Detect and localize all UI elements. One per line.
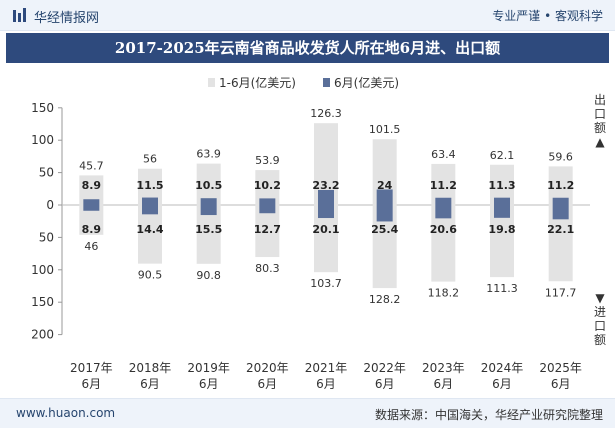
bar-june bbox=[83, 199, 100, 211]
label-export-june: 11.2 bbox=[547, 179, 574, 192]
footer-bar: www.huaon.com 数据来源：中国海关，华经产业研究院整理 bbox=[0, 398, 615, 428]
label-import-1-6: 118.2 bbox=[428, 287, 460, 300]
bar-june bbox=[318, 189, 334, 219]
x-tick-label: 2023年 bbox=[422, 361, 465, 375]
x-tick-label: 6月 bbox=[375, 377, 395, 391]
label-import-1-6: 90.8 bbox=[196, 269, 221, 282]
legend-label-1-6: 1-6月(亿美元) bbox=[219, 75, 296, 90]
label-export-june: 10.5 bbox=[195, 179, 222, 192]
title-bar: 2017-2025年云南省商品收发货人所在地6月进、出口额 bbox=[6, 33, 609, 63]
label-import-june: 20.6 bbox=[430, 223, 457, 236]
y-tick-label: 150 bbox=[31, 295, 54, 309]
x-tick-label: 2021年 bbox=[305, 361, 348, 375]
right-label-export: ▲ bbox=[595, 135, 605, 149]
legend-label-june: 6月(亿美元) bbox=[334, 75, 399, 90]
data-source: 数据来源：中国海关，华经产业研究院整理 bbox=[374, 408, 603, 422]
x-tick-label: 6月 bbox=[140, 377, 160, 391]
brand-name: 华经情报网 bbox=[34, 11, 100, 26]
x-tick-label: 6月 bbox=[199, 377, 219, 391]
label-import-1-6: 128.2 bbox=[369, 293, 401, 306]
label-import-june: 15.5 bbox=[195, 223, 222, 236]
right-label-import: 口 bbox=[594, 319, 606, 333]
y-tick-label: 200 bbox=[31, 328, 54, 342]
x-tick-label: 6月 bbox=[258, 377, 278, 391]
y-tick-label: 50 bbox=[39, 230, 54, 244]
label-import-1-6: 46 bbox=[84, 240, 98, 253]
bar-june bbox=[494, 197, 510, 218]
y-tick-label: 50 bbox=[39, 166, 54, 180]
tagline: 专业严谨 • 客观科学 bbox=[492, 9, 603, 23]
label-export-1-6: 53.9 bbox=[255, 154, 280, 167]
label-import-june: 8.9 bbox=[82, 223, 102, 236]
label-export-june: 23.2 bbox=[312, 179, 339, 192]
label-import-1-6: 117.7 bbox=[545, 286, 577, 299]
bar-1-6 bbox=[255, 170, 280, 258]
x-tick-label: 6月 bbox=[434, 377, 454, 391]
label-export-1-6: 59.6 bbox=[548, 150, 573, 163]
label-import-june: 12.7 bbox=[254, 223, 281, 236]
x-tick-label: 6月 bbox=[551, 377, 571, 391]
label-import-1-6: 111.3 bbox=[486, 282, 518, 295]
bar-june bbox=[552, 197, 569, 220]
legend-swatch-1-6 bbox=[208, 78, 215, 87]
x-tick-label: 2018年 bbox=[129, 361, 172, 375]
right-label-export: 出 bbox=[594, 93, 606, 107]
chart: 1-6月(亿美元) 6月(亿美元) 150 100 50 0 50 100 150 200 45.7… bbox=[31, 75, 606, 391]
bar-june bbox=[142, 197, 158, 215]
label-export-june: 11.5 bbox=[136, 179, 163, 192]
label-import-1-6: 103.7 bbox=[310, 277, 342, 290]
x-tick-label: 2020年 bbox=[246, 361, 289, 375]
x-tick-label: 6月 bbox=[82, 377, 102, 391]
label-import-june: 19.8 bbox=[488, 223, 515, 236]
header-bar: 华经情报网 专业严谨 • 客观科学 bbox=[0, 0, 615, 31]
label-export-june: 8.9 bbox=[82, 179, 102, 192]
label-import-june: 20.1 bbox=[312, 223, 339, 236]
label-export-1-6: 63.4 bbox=[431, 148, 456, 161]
bar-1-6 bbox=[548, 166, 573, 282]
right-label-import: ▼ bbox=[595, 291, 605, 305]
y-tick-label: 100 bbox=[31, 133, 54, 147]
label-import-1-6: 90.5 bbox=[138, 269, 163, 282]
legend-swatch-june bbox=[323, 78, 330, 87]
right-label-import: 进 bbox=[594, 305, 606, 319]
label-import-june: 22.1 bbox=[547, 223, 574, 236]
label-export-june: 10.2 bbox=[254, 179, 281, 192]
right-label-import: 额 bbox=[594, 333, 606, 347]
bar-june bbox=[200, 198, 217, 216]
bar-chart-logo-icon bbox=[13, 8, 26, 22]
y-tick-label: 100 bbox=[31, 263, 54, 277]
bar-1-6 bbox=[431, 163, 456, 282]
x-tick-label: 2019年 bbox=[187, 361, 230, 375]
right-label-export: 额 bbox=[594, 121, 606, 135]
label-import-1-6: 80.3 bbox=[255, 262, 280, 275]
right-label-export: 口 bbox=[594, 107, 606, 121]
label-export-1-6: 101.5 bbox=[369, 123, 401, 136]
label-export-1-6: 45.7 bbox=[79, 159, 104, 172]
label-import-june: 25.4 bbox=[371, 223, 398, 236]
bar-1-6 bbox=[138, 168, 162, 264]
x-tick-label: 6月 bbox=[492, 377, 512, 391]
label-export-1-6: 63.9 bbox=[196, 148, 221, 161]
label-export-june: 11.2 bbox=[430, 179, 457, 192]
label-export-june: 11.3 bbox=[488, 179, 515, 192]
x-tick-label: 2022年 bbox=[363, 361, 406, 375]
label-export-june: 24 bbox=[377, 179, 393, 192]
bar-1-6 bbox=[490, 164, 514, 278]
chart-title: 2017-2025年云南省商品收发货人所在地6月进、出口额 bbox=[114, 39, 501, 57]
y-tick-label: 0 bbox=[46, 198, 54, 212]
x-tick-label: 6月 bbox=[316, 377, 336, 391]
bar-june bbox=[435, 197, 452, 219]
label-import-june: 14.4 bbox=[136, 223, 163, 236]
bar-june bbox=[376, 189, 393, 222]
website-link[interactable]: www.huaon.com bbox=[16, 406, 116, 420]
y-tick-label: 150 bbox=[31, 101, 54, 115]
label-export-1-6: 62.1 bbox=[490, 149, 515, 162]
bar-june bbox=[259, 198, 276, 214]
label-export-1-6: 56 bbox=[143, 153, 157, 166]
x-tick-label: 2017年 bbox=[70, 361, 113, 375]
x-tick-label: 2024年 bbox=[481, 361, 524, 375]
x-tick-label: 2025年 bbox=[539, 361, 582, 375]
label-export-1-6: 126.3 bbox=[310, 107, 342, 120]
